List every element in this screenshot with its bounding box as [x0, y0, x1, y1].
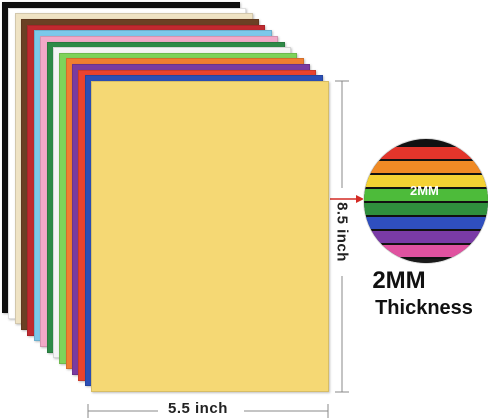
foam-edge-band	[364, 161, 488, 173]
foam-edge-band	[364, 231, 488, 243]
height-label: 8.5 inch	[333, 202, 351, 262]
thickness-zoom-circle: 2MM	[364, 139, 488, 263]
foam-edge-band	[364, 217, 488, 229]
foam-edge-band	[364, 175, 488, 187]
thickness-caption: Thickness	[375, 297, 473, 319]
foam-edge-band	[364, 147, 488, 159]
thickness-value: 2MM	[372, 267, 426, 294]
foam-edge-band	[364, 245, 488, 257]
foam-edge-band	[364, 189, 488, 201]
foam-edge-band	[364, 259, 488, 263]
width-label: 5.5 inch	[168, 400, 228, 417]
foam-sheet	[91, 81, 329, 392]
thickness-pointer-arrowhead	[356, 195, 364, 203]
foam-edge-band	[364, 203, 488, 215]
zoom-thickness-label: 2MM	[410, 183, 439, 198]
